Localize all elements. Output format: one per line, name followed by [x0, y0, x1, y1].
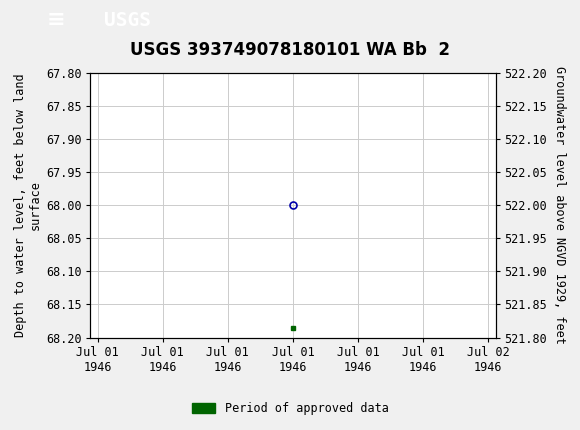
Text: USGS: USGS [104, 11, 151, 30]
Legend: Period of approved data: Period of approved data [187, 397, 393, 420]
Y-axis label: Depth to water level, feet below land
surface: Depth to water level, feet below land su… [14, 74, 42, 337]
Y-axis label: Groundwater level above NGVD 1929, feet: Groundwater level above NGVD 1929, feet [553, 66, 566, 344]
Text: ≡: ≡ [46, 10, 65, 31]
Text: USGS 393749078180101 WA Bb  2: USGS 393749078180101 WA Bb 2 [130, 41, 450, 59]
